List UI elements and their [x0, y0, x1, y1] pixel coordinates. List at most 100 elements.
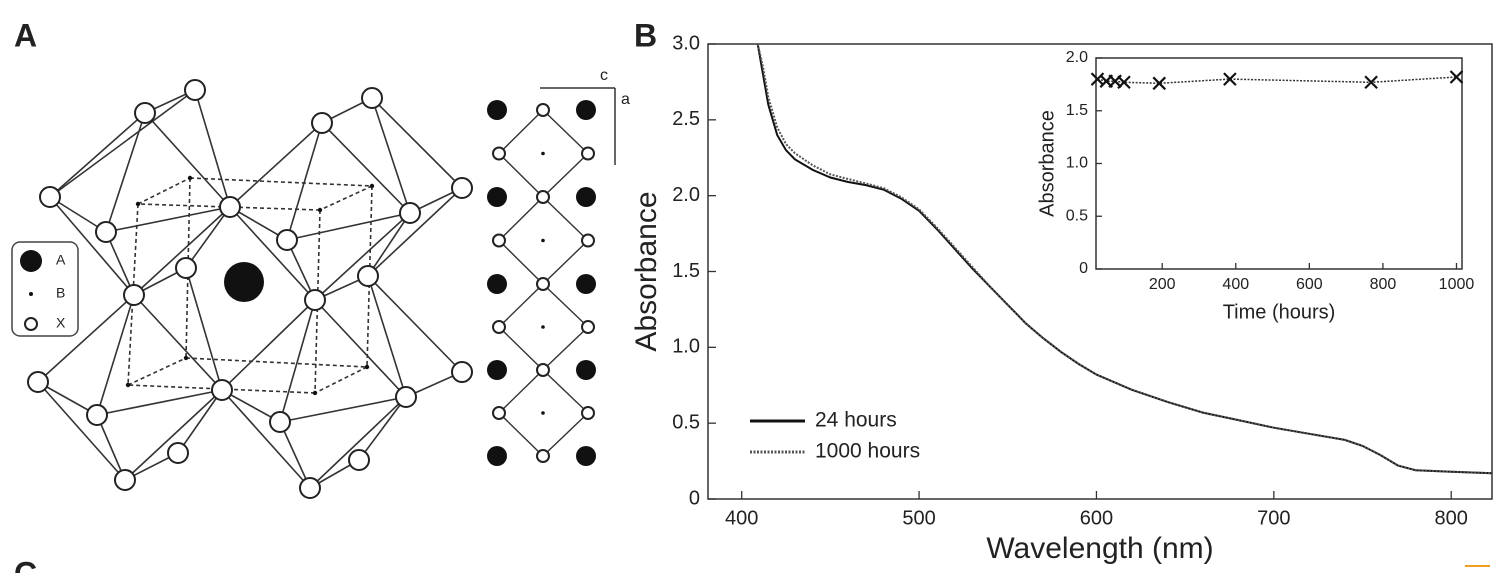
x-atom	[581, 146, 595, 161]
x-atom	[114, 469, 136, 491]
x-atom	[219, 196, 241, 218]
legend-label: A	[56, 252, 66, 268]
x-tick-label: 600	[1080, 507, 1113, 529]
x-atom	[95, 221, 117, 243]
x-atom	[536, 449, 550, 463]
b-atom	[183, 355, 189, 361]
b-atom	[541, 151, 545, 156]
legend-label: B	[56, 285, 65, 301]
x-tick-label: 400	[1222, 276, 1249, 293]
bond	[49, 89, 196, 198]
data-point	[1152, 76, 1167, 91]
x-tick-label: 500	[902, 507, 935, 529]
x-atom	[361, 87, 383, 109]
legend-label: X	[56, 315, 66, 331]
bond	[96, 389, 223, 416]
a-atom	[487, 100, 507, 120]
a-atom	[576, 274, 596, 294]
x-tick-label: 700	[1257, 507, 1290, 529]
b-atom	[187, 175, 193, 181]
bond	[105, 112, 146, 233]
y-tick-label: 2.5	[672, 108, 700, 130]
bond	[367, 275, 463, 373]
x-atom	[39, 186, 61, 208]
crystal-structure	[27, 79, 596, 499]
bond	[221, 389, 311, 489]
y-tick-label: 0.5	[672, 411, 700, 433]
x-atom	[395, 386, 417, 408]
bond	[133, 294, 223, 391]
x-atom	[581, 233, 595, 248]
bond	[309, 396, 407, 489]
cell-edge	[189, 177, 373, 187]
x-axis-label: Wavelength (nm)	[986, 532, 1213, 565]
legend-symbol	[29, 292, 33, 296]
cell-edge	[137, 177, 191, 205]
data-point	[1117, 75, 1131, 90]
bond	[314, 212, 411, 301]
b-atom	[541, 238, 545, 243]
a-atom	[224, 262, 264, 302]
x-atom	[492, 406, 506, 420]
bond	[194, 89, 231, 208]
bond	[96, 414, 126, 481]
bond	[279, 396, 407, 423]
bond	[177, 389, 223, 454]
cell-edge	[185, 357, 368, 368]
data-point	[1223, 72, 1237, 86]
a-atom	[576, 360, 596, 380]
bond	[229, 122, 323, 208]
a-atom	[487, 446, 507, 466]
b-atom	[125, 382, 131, 388]
bond	[96, 294, 135, 416]
bond	[286, 239, 316, 301]
y-tick-label: 1.5	[672, 260, 700, 282]
legend-label: 1000 hours	[815, 440, 920, 463]
a-atom	[487, 360, 507, 380]
legend-symbol	[24, 317, 38, 331]
bond	[371, 97, 463, 189]
x-atom	[451, 177, 473, 199]
y-tick-label: 2.0	[1066, 49, 1088, 66]
x-tick-label: 400	[725, 507, 758, 529]
bond	[105, 206, 231, 233]
cell-edge	[185, 177, 191, 359]
x-atom	[134, 102, 156, 124]
x-atom	[348, 449, 370, 471]
bond	[221, 389, 281, 423]
x-atom	[536, 190, 550, 204]
bond	[367, 275, 407, 398]
x-atom	[311, 112, 333, 134]
x-atom	[123, 284, 145, 306]
b-atom	[312, 390, 318, 396]
bond	[371, 97, 411, 214]
y-tick-label: 1.0	[672, 336, 700, 358]
y-tick-label: 0	[689, 487, 700, 509]
y-axis-label: Absorbance	[630, 191, 663, 351]
data-point	[1364, 75, 1378, 90]
a-atom	[487, 187, 507, 207]
b-atom	[364, 364, 370, 370]
bond	[49, 196, 107, 233]
x-tick-label: 200	[1149, 276, 1176, 293]
bond	[49, 112, 146, 198]
legend-box	[11, 241, 79, 337]
y-tick-label: 1.0	[1066, 155, 1088, 172]
x-tick-label: 800	[1370, 276, 1397, 293]
x-atom	[211, 379, 233, 401]
data-line	[756, 43, 1493, 475]
legend-symbol	[20, 250, 42, 272]
panel-label: C	[14, 555, 37, 573]
cell-edge	[127, 203, 139, 386]
y-tick-label: 2.0	[672, 184, 700, 206]
cell-edge	[366, 185, 373, 368]
x-atom	[299, 477, 321, 499]
a-atom	[576, 446, 596, 466]
x-atom	[536, 363, 550, 377]
bond	[37, 381, 126, 481]
structure-legend: A B X	[11, 241, 79, 337]
a-atom	[576, 187, 596, 207]
bond	[286, 122, 323, 241]
